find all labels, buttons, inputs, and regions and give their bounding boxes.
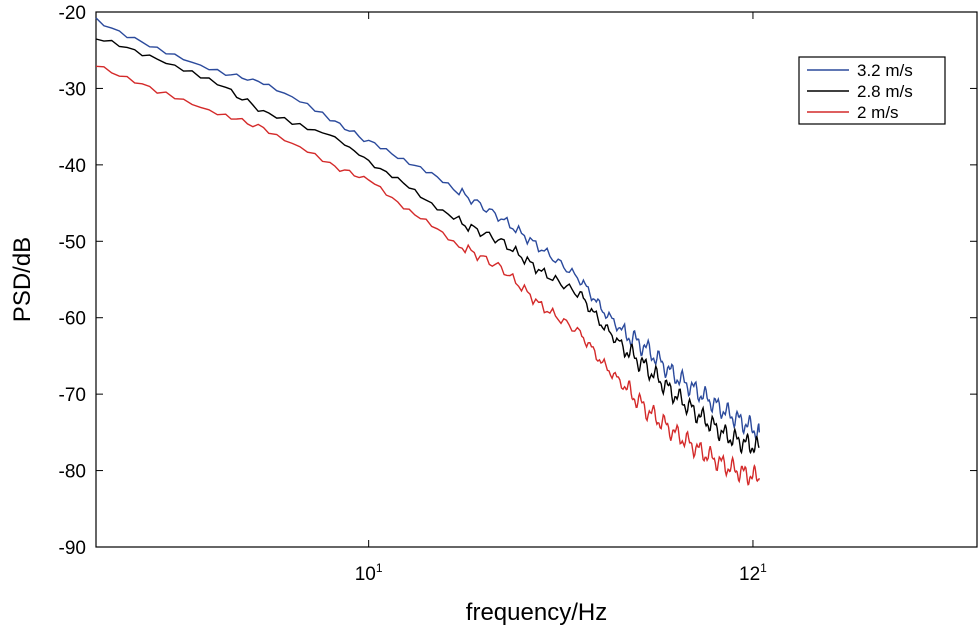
x-tick-label: 101 — [355, 561, 383, 585]
y-tick-label: -40 — [59, 156, 86, 177]
y-axis-label: PSD/dB — [9, 237, 36, 322]
x-axis-label: frequency/Hz — [466, 599, 607, 626]
legend-label: 2 m/s — [857, 103, 899, 122]
series-line-2 — [95, 38, 760, 455]
series-line-1 — [95, 17, 760, 441]
y-tick-label: -30 — [59, 79, 86, 100]
y-tick-label: -70 — [59, 385, 86, 406]
y-tick-label: -60 — [59, 309, 86, 330]
y-tick-label: -80 — [59, 462, 86, 483]
tick-labels: -20 -30 -40 -50 -60 -70 -80 -90 101 121 — [59, 3, 977, 585]
plot-frame — [95, 11, 978, 548]
series-line-3 — [95, 65, 760, 486]
y-tick-label: -20 — [59, 3, 86, 24]
legend: 3.2 m/s 2.8 m/s 2 m/s — [798, 56, 946, 125]
legend-label: 2.8 m/s — [857, 82, 913, 101]
legend-label: 3.2 m/s — [857, 61, 913, 80]
series-lines — [95, 17, 760, 486]
axes-frame — [95, 11, 978, 548]
x-tick-label: 121 — [739, 561, 767, 585]
y-tick-label: -90 — [59, 538, 86, 559]
y-tick-label: -50 — [59, 232, 86, 253]
